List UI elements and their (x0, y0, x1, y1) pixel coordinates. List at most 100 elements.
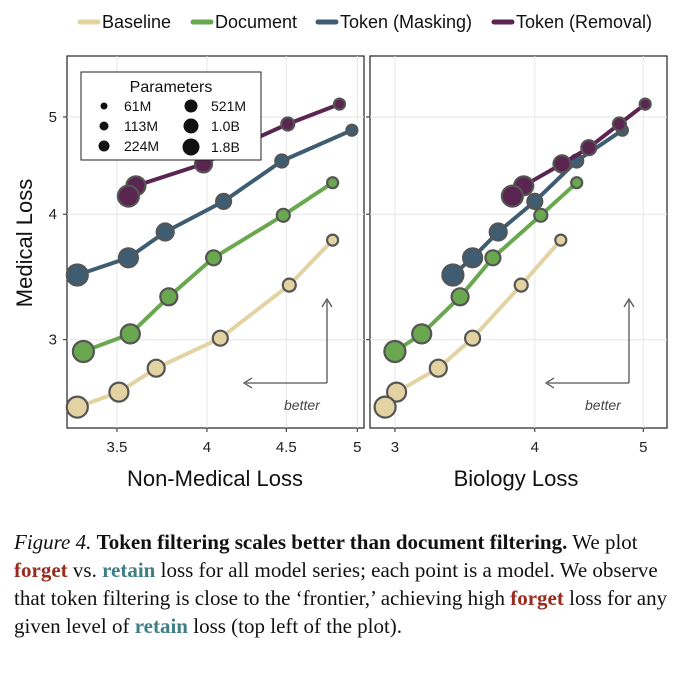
point-right-baseline-61m (554, 233, 568, 247)
x-tick-label-left-3-5: 3.5 (107, 439, 128, 456)
param-label-1-8b: 1.8B (211, 139, 240, 155)
point-right-token-masking-224m (526, 192, 544, 210)
point-left-token-removal-61m (332, 97, 347, 111)
point-left-baseline-113m (281, 277, 297, 293)
better-label-left: better (284, 397, 321, 413)
caption-figure-number: Figure 4. (14, 530, 92, 554)
panel-right-grid (370, 56, 667, 428)
caption-forget-1: forget (14, 558, 68, 582)
param-label-61m: 61M (124, 98, 151, 114)
param-label-224m: 224M (124, 138, 159, 154)
param-marker-61m (100, 102, 108, 110)
caption-headline: Token filtering scales better than docum… (96, 530, 568, 554)
point-left-baseline-224m (211, 329, 229, 347)
better-arrow-left-head-v (321, 297, 333, 308)
better-arrow-right-head-h (544, 377, 555, 389)
point-right-token-removal-1-8b (500, 184, 525, 208)
point-right-baseline-521m (428, 358, 448, 378)
x-tick-label-left-4-5: 4.5 (276, 439, 297, 456)
parameters-legend-box (80, 71, 262, 161)
y-tick-label-5: 5 (49, 109, 57, 126)
caption-retain-2: retain (134, 614, 188, 638)
legend-label-token-masking: Token (Masking) (340, 12, 472, 32)
better-label-right: better (585, 397, 622, 413)
y-tick-label-3: 3 (49, 332, 57, 349)
better-arrow-right-head-v (623, 297, 635, 308)
panel-right-frame (369, 55, 668, 429)
point-left-token-masking-521m (155, 222, 175, 242)
y-tick-label-4: 4 (49, 206, 57, 223)
legend-label-token-removal: Token (Removal) (516, 12, 652, 32)
figure-caption: Figure 4. Token filtering scales better … (14, 528, 674, 640)
point-left-token-masking-113m (274, 153, 290, 169)
point-left-baseline-1-8b (65, 395, 89, 419)
point-right-token-masking-1-0b (462, 247, 484, 269)
param-label-521m: 521M (211, 98, 246, 114)
legend-entry-token-masking: Token (Masking) (315, 12, 472, 32)
param-marker-1-0b (183, 118, 199, 134)
parameters-legend-title: Parameters (130, 79, 213, 96)
panel-right-series (373, 97, 652, 419)
point-right-document-61m (570, 176, 584, 190)
figure-4: Baseline Document Token (Masking) Token … (12, 12, 668, 491)
point-right-document-1-0b (411, 323, 433, 345)
x-tick-label-right-4: 4 (531, 439, 539, 456)
caption-text-5: loss (top left of the plot). (193, 614, 403, 638)
point-left-document-61m (326, 176, 340, 190)
panel-left-frame (66, 55, 365, 429)
point-left-token-masking-224m (215, 192, 233, 210)
caption-text-4: loss for any given level of (14, 586, 668, 638)
point-right-token-masking-1-8b (441, 263, 465, 287)
panel-right: 3 4 5 better (366, 55, 668, 456)
legend-entry-token-removal: Token (Removal) (491, 12, 652, 32)
better-annotation-right: better (544, 297, 635, 413)
point-left-document-224m (205, 249, 223, 267)
point-right-token-removal-113m (611, 116, 628, 132)
point-left-document-521m (159, 287, 179, 307)
caption-text-1: We plot (572, 530, 638, 554)
caption-text-3: loss for all model series; each point is… (14, 558, 658, 610)
x-axis-label-left: Non-Medical Loss (127, 466, 303, 491)
x-tick-label-left-5: 5 (353, 439, 361, 456)
series-legend: Baseline Document Token (Masking) Token … (77, 12, 652, 32)
point-right-baseline-1-0b (386, 381, 408, 403)
point-left-document-1-8b (71, 339, 96, 364)
point-right-token-removal-521m (552, 154, 572, 174)
point-right-baseline-113m (513, 277, 529, 293)
better-arrow-left-head-h (242, 377, 253, 389)
legend-label-baseline: Baseline (102, 12, 171, 32)
point-right-baseline-224m (464, 329, 482, 347)
param-marker-1-8b (182, 138, 200, 156)
caption-retain-1: retain (102, 558, 156, 582)
x-axis-label-right: Biology Loss (454, 466, 579, 491)
panel-left-series (65, 97, 359, 419)
caption-forget-2: forget (510, 586, 564, 610)
point-left-baseline-61m (326, 233, 340, 247)
x-tick-label-right-5: 5 (639, 439, 647, 456)
point-right-token-removal-224m (580, 139, 598, 157)
point-right-token-removal-61m (638, 97, 652, 111)
x-tick-label-right-3: 3 (391, 439, 399, 456)
panel-left: 3.5 4 4.5 5 3 4 5 better Parameters 61M 113M 2… (49, 55, 365, 456)
point-right-document-224m (484, 249, 502, 267)
x-tick-label-left-4: 4 (203, 439, 211, 456)
param-marker-113m (99, 121, 109, 131)
point-left-document-113m (275, 207, 291, 223)
point-left-baseline-521m (146, 358, 166, 378)
parameters-legend: Parameters 61M 113M 224M 521M 1.0B 1.8B (80, 71, 262, 161)
point-left-token-removal-113m (280, 116, 296, 132)
point-right-document-1-8b (383, 339, 407, 364)
caption-text-2: vs. (72, 558, 97, 582)
param-marker-521m (184, 99, 198, 113)
point-left-token-masking-1-8b (65, 263, 89, 287)
point-right-document-521m (450, 287, 470, 307)
better-annotation-left: better (242, 297, 333, 413)
param-label-1-0b: 1.0B (211, 118, 240, 134)
panel-left-ticks: 3.5 4 4.5 5 3 4 5 (49, 109, 362, 456)
legend-entry-baseline: Baseline (77, 12, 171, 32)
point-right-baseline-1-8b (373, 395, 397, 419)
y-axis-label: Medical Loss (12, 179, 37, 307)
point-left-token-masking-1-0b (117, 247, 139, 269)
point-left-baseline-1-0b (108, 381, 130, 403)
param-marker-224m (98, 140, 110, 152)
